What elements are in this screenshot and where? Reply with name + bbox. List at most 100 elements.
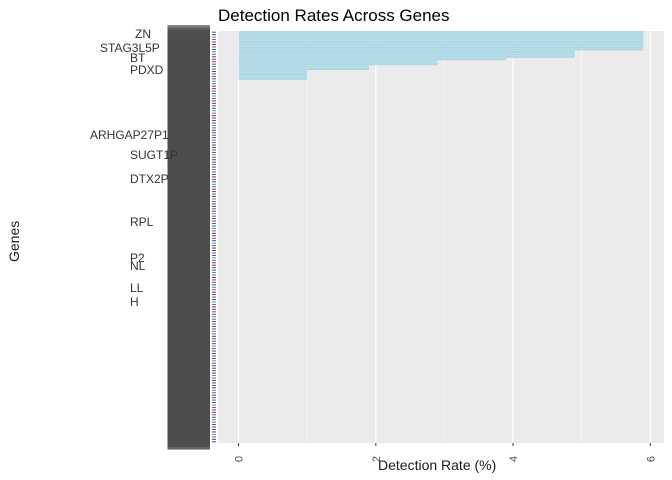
gene-label: H <box>130 295 139 309</box>
gene-label: NL <box>130 259 146 273</box>
gene-label-overlap: █████ <box>167 138 210 153</box>
gene-label-overlap: █████ <box>167 300 210 315</box>
x-tick-label: 4 <box>508 456 520 462</box>
gene-label-overlap: █████ <box>167 234 210 249</box>
gene-label-overlap: █████ <box>167 310 210 325</box>
gene-label-overlap: █████ <box>167 87 210 102</box>
gene-label-overlap: █████ <box>167 74 210 89</box>
gene-label-overlap: █████ <box>167 89 210 104</box>
gene-label-overlap: █████ <box>167 106 210 121</box>
gene-label-overlap: █████ <box>167 155 210 170</box>
gene-label-overlap: █████ <box>167 172 210 187</box>
gene-label-overlap: █████ <box>167 187 210 202</box>
gene-label-overlap: █████ <box>167 57 210 72</box>
gene-label-overlap: █████ <box>167 329 210 344</box>
gene-label-overlap: █████ <box>167 378 210 393</box>
gene-label-overlap: █████ <box>167 62 210 77</box>
gene-label-overlap: █████ <box>167 408 210 423</box>
gene-label-overlap: █████ <box>167 28 210 43</box>
gene-label-overlap: █████ <box>167 199 210 214</box>
bar <box>238 77 308 80</box>
gene-label: LL <box>130 281 144 295</box>
gene-label-overlap: █████ <box>167 253 210 268</box>
gene-label-overlap: █████ <box>167 121 210 136</box>
gene-label-overlap: █████ <box>167 175 210 190</box>
gene-label-overlap: █████ <box>167 91 210 106</box>
bar <box>238 60 438 63</box>
gene-label-overlap: █████ <box>167 398 210 413</box>
gene-label-overlap: █████ <box>167 229 210 244</box>
gene-label-overlap: █████ <box>167 327 210 342</box>
gene-label: DTX2P <box>130 172 169 186</box>
gene-label-overlap: █████ <box>167 202 210 217</box>
gene-label-overlap: █████ <box>167 217 210 232</box>
gene-label-overlap: █████ <box>167 430 210 445</box>
gene-label-overlap: █████ <box>167 69 210 84</box>
gene-label-overlap: █████ <box>167 50 210 65</box>
gene-label-overlap: █████ <box>167 167 210 182</box>
gene-label-overlap: █████ <box>167 101 210 116</box>
gene-label-overlap: █████ <box>167 251 210 266</box>
gene-label-overlap: █████ <box>167 207 210 222</box>
gene-label-overlap: █████ <box>167 170 210 185</box>
gene-label-overlap: █████ <box>167 182 210 197</box>
gene-label-overlap: █████ <box>167 386 210 401</box>
gene-label-overlap: █████ <box>167 131 210 146</box>
gene-label-overlap: █████ <box>167 128 210 143</box>
gene-label-overlap: █████ <box>167 258 210 273</box>
bar <box>238 75 308 78</box>
gene-label-overlap: █████ <box>167 84 210 99</box>
gene-label-overlap: █████ <box>167 371 210 386</box>
gene-label-overlap: █████ <box>167 278 210 293</box>
bar <box>238 50 575 53</box>
gene-label-overlap: █████ <box>167 351 210 366</box>
gene-label-overlap: █████ <box>167 35 210 50</box>
gene-label-overlap: █████ <box>167 342 210 357</box>
gene-label-overlap: █████ <box>167 231 210 246</box>
gridlines <box>238 31 651 443</box>
x-tick-label: 6 <box>645 456 657 462</box>
gene-label-overlap: █████ <box>167 346 210 361</box>
gene-label-overlap: █████ <box>167 280 210 295</box>
bar <box>238 48 644 51</box>
gene-label-overlap: █████ <box>167 393 210 408</box>
gene-label-overlap: █████ <box>167 295 210 310</box>
bar <box>238 70 308 73</box>
gene-label-overlap: █████ <box>167 307 210 322</box>
x-tick-label: 2 <box>371 456 383 462</box>
gene-label-overlap: █████ <box>167 72 210 87</box>
gene-label-overlap: █████ <box>167 45 210 60</box>
gene-label-overlap: █████ <box>167 140 210 155</box>
gene-label: BT <box>130 51 146 65</box>
bar <box>238 40 644 44</box>
gene-label-overlap: █████ <box>167 243 210 258</box>
gene-label-overlap: █████ <box>167 52 210 67</box>
gene-label-overlap: █████ <box>167 332 210 347</box>
gene-label-overlap: █████ <box>167 109 210 124</box>
bar <box>238 53 575 56</box>
gene-label-overlap: █████ <box>167 361 210 376</box>
gene-label-overlap: █████ <box>167 359 210 374</box>
chart-title: Detection Rates Across Genes <box>218 6 450 25</box>
gene-label: ARHGAP27P1 <box>90 128 169 142</box>
gene-label-overlap: █████ <box>167 349 210 364</box>
gene-label: STAG3L5P <box>100 41 160 55</box>
gene-label-overlap: █████ <box>167 194 210 209</box>
gene-label-overlap: █████ <box>167 396 210 411</box>
gene-label: RPL <box>130 215 154 229</box>
gene-label-overlap: █████ <box>167 236 210 251</box>
gene-label-overlap: █████ <box>167 297 210 312</box>
gene-label-overlap: █████ <box>167 373 210 388</box>
gene-label-overlap: █████ <box>167 212 210 227</box>
gene-label-overlap: █████ <box>167 42 210 57</box>
gene-label-overlap: █████ <box>167 275 210 290</box>
gene-label-overlap: █████ <box>167 388 210 403</box>
gene-label-overlap: █████ <box>167 354 210 369</box>
gene-label-overlap: █████ <box>167 190 210 205</box>
gene-label-overlap: █████ <box>167 322 210 337</box>
gene-label-overlap: █████ <box>167 153 210 168</box>
gene-label-overlap: █████ <box>167 383 210 398</box>
gene-label-overlap: █████ <box>167 47 210 62</box>
gene-label-overlap: █████ <box>167 418 210 433</box>
gene-label-overlap: █████ <box>167 315 210 330</box>
